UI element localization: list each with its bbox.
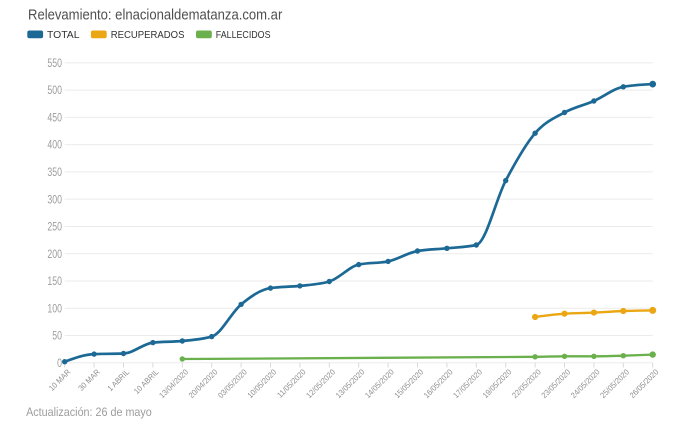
svg-text:200: 200 — [47, 248, 62, 261]
svg-text:400: 400 — [47, 139, 62, 152]
svg-text:Actualización: 26 de mayo: Actualización: 26 de mayo — [26, 405, 152, 419]
svg-text:FALLECIDOS: FALLECIDOS — [216, 30, 271, 41]
svg-text:500: 500 — [47, 84, 62, 97]
svg-text:350: 350 — [47, 166, 62, 179]
svg-text:RECUPERADOS: RECUPERADOS — [111, 30, 185, 41]
svg-text:100: 100 — [47, 302, 62, 315]
svg-text:300: 300 — [47, 193, 62, 206]
svg-text:550: 550 — [47, 57, 62, 70]
svg-text:Relevamiento: elnacionaldemata: Relevamiento: elnacionaldematanza.com.ar — [28, 7, 282, 24]
svg-text:50: 50 — [52, 330, 62, 343]
svg-text:0: 0 — [57, 357, 62, 370]
svg-text:TOTAL: TOTAL — [47, 30, 80, 41]
svg-text:450: 450 — [47, 111, 62, 124]
svg-text:250: 250 — [47, 221, 62, 234]
svg-text:150: 150 — [47, 275, 62, 288]
